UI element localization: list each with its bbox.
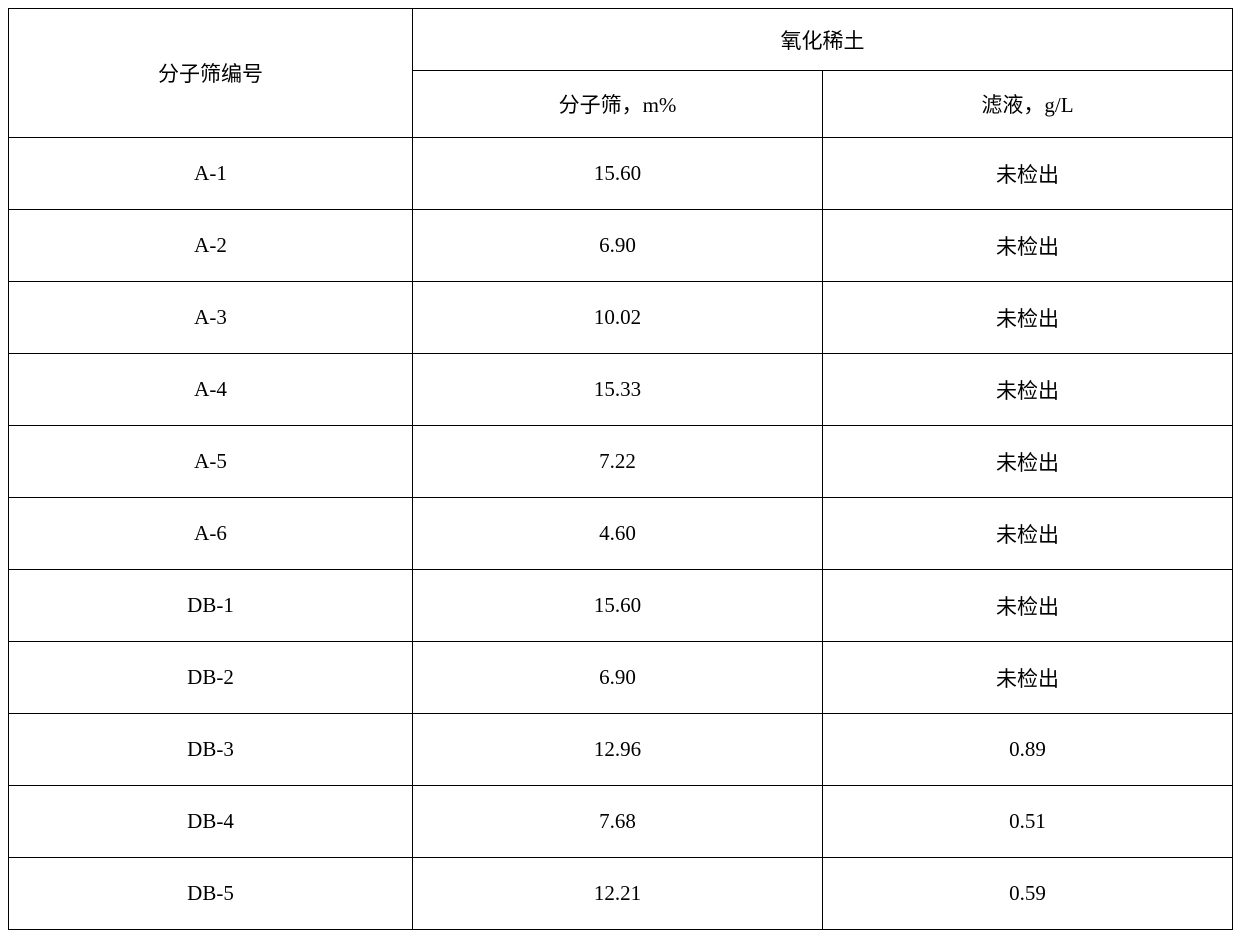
table-row: DB-3 12.96 0.89 bbox=[9, 714, 1233, 786]
cell-filtrate: 未检出 bbox=[823, 570, 1233, 642]
cell-id: DB-3 bbox=[9, 714, 413, 786]
table-row: DB-2 6.90 未检出 bbox=[9, 642, 1233, 714]
cell-sieve: 12.96 bbox=[413, 714, 823, 786]
cell-filtrate: 未检出 bbox=[823, 642, 1233, 714]
header-sieve-percent: 分子筛，m% bbox=[413, 71, 823, 138]
cell-id: A-4 bbox=[9, 354, 413, 426]
table-row: A-5 7.22 未检出 bbox=[9, 426, 1233, 498]
cell-sieve: 4.60 bbox=[413, 498, 823, 570]
header-group-rare-earth: 氧化稀土 bbox=[413, 9, 1233, 71]
cell-id: DB-2 bbox=[9, 642, 413, 714]
cell-filtrate: 未检出 bbox=[823, 498, 1233, 570]
cell-id: A-2 bbox=[9, 210, 413, 282]
cell-id: DB-4 bbox=[9, 786, 413, 858]
cell-sieve: 12.21 bbox=[413, 858, 823, 930]
cell-sieve: 6.90 bbox=[413, 642, 823, 714]
cell-sieve: 7.68 bbox=[413, 786, 823, 858]
cell-sieve: 7.22 bbox=[413, 426, 823, 498]
cell-sieve: 6.90 bbox=[413, 210, 823, 282]
table-row: DB-5 12.21 0.59 bbox=[9, 858, 1233, 930]
table-row: A-3 10.02 未检出 bbox=[9, 282, 1233, 354]
cell-filtrate: 未检出 bbox=[823, 210, 1233, 282]
header-filtrate: 滤液，g/L bbox=[823, 71, 1233, 138]
cell-filtrate: 未检出 bbox=[823, 426, 1233, 498]
header-sieve-id: 分子筛编号 bbox=[9, 9, 413, 138]
cell-id: A-1 bbox=[9, 138, 413, 210]
cell-id: DB-1 bbox=[9, 570, 413, 642]
cell-filtrate: 未检出 bbox=[823, 282, 1233, 354]
table-row: DB-1 15.60 未检出 bbox=[9, 570, 1233, 642]
table-row: A-4 15.33 未检出 bbox=[9, 354, 1233, 426]
cell-filtrate: 0.51 bbox=[823, 786, 1233, 858]
cell-sieve: 15.60 bbox=[413, 138, 823, 210]
data-table: 分子筛编号 氧化稀土 分子筛，m% 滤液，g/L A-1 15.60 未检出 A… bbox=[8, 8, 1233, 930]
cell-sieve: 15.60 bbox=[413, 570, 823, 642]
table-row: DB-4 7.68 0.51 bbox=[9, 786, 1233, 858]
cell-sieve: 10.02 bbox=[413, 282, 823, 354]
cell-filtrate: 0.89 bbox=[823, 714, 1233, 786]
cell-filtrate: 未检出 bbox=[823, 354, 1233, 426]
cell-id: A-6 bbox=[9, 498, 413, 570]
table-row: A-6 4.60 未检出 bbox=[9, 498, 1233, 570]
cell-filtrate: 未检出 bbox=[823, 138, 1233, 210]
cell-id: DB-5 bbox=[9, 858, 413, 930]
table-row: A-2 6.90 未检出 bbox=[9, 210, 1233, 282]
cell-filtrate: 0.59 bbox=[823, 858, 1233, 930]
cell-id: A-5 bbox=[9, 426, 413, 498]
cell-id: A-3 bbox=[9, 282, 413, 354]
table-row: A-1 15.60 未检出 bbox=[9, 138, 1233, 210]
table-header-row-1: 分子筛编号 氧化稀土 bbox=[9, 9, 1233, 71]
cell-sieve: 15.33 bbox=[413, 354, 823, 426]
